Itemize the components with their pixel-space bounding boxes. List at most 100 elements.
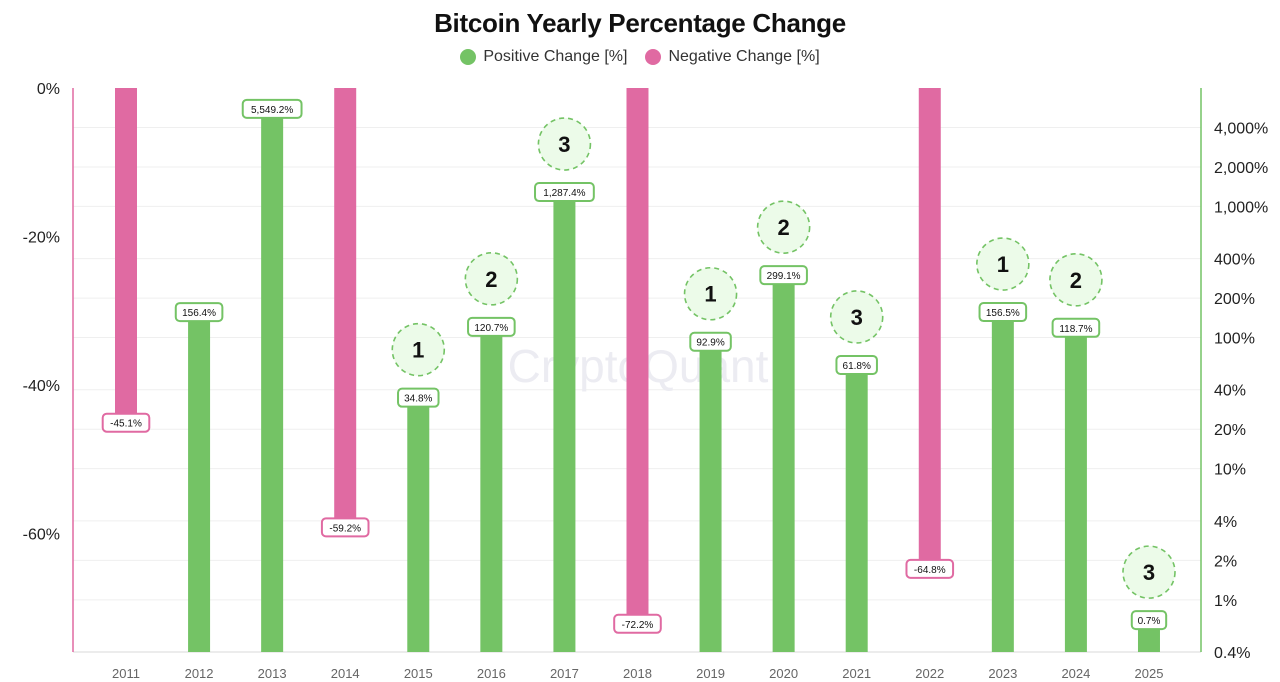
data-label: 120.7% <box>474 323 508 334</box>
legend-label-positive: Positive Change [%] <box>483 48 628 65</box>
x-tick-label: 2023 <box>988 666 1017 681</box>
bar-positive <box>480 326 503 652</box>
chart-title: Bitcoin Yearly Percentage Change <box>434 8 846 38</box>
cycle-marker-label: 3 <box>558 132 570 157</box>
data-label-box <box>1051 317 1101 338</box>
bar-positive <box>407 397 430 652</box>
bar-positive <box>553 192 576 652</box>
right-tick-label: 20% <box>1214 422 1246 439</box>
data-label: 34.8% <box>404 394 432 405</box>
cycle-marker-label: 3 <box>851 305 863 330</box>
data-label: 156.5% <box>986 308 1020 319</box>
data-label: 61.8% <box>843 361 871 372</box>
data-label-box <box>101 412 151 433</box>
data-label-box <box>534 182 595 203</box>
left-tick-label: -60% <box>23 526 60 543</box>
cycle-marker-circle <box>1122 545 1176 599</box>
right-tick-label: 1% <box>1214 593 1237 610</box>
data-label: 1,287.4% <box>543 188 585 199</box>
x-tick-label: 2013 <box>258 666 287 681</box>
left-tick-label: -40% <box>23 378 60 395</box>
x-tick-label: 2022 <box>915 666 944 681</box>
data-label-box <box>174 302 224 323</box>
cycle-marker-label: 2 <box>1070 268 1082 293</box>
right-tick-label: 40% <box>1214 383 1246 400</box>
right-tick-label: 0.4% <box>1214 645 1250 662</box>
legend: Positive Change [%] Negative Change [%] <box>0 48 1280 66</box>
cycle-marker-circle <box>683 266 738 321</box>
data-label: 5,549.2% <box>251 105 293 116</box>
data-label-box <box>613 613 662 634</box>
data-label: -59.2% <box>329 523 361 534</box>
data-label: 92.9% <box>696 338 724 349</box>
bar-positive <box>188 312 211 652</box>
cycle-marker-label: 2 <box>485 267 497 292</box>
data-label: 0.7% <box>1138 616 1161 627</box>
bar-negative <box>334 88 357 528</box>
cycle-marker-circle <box>1049 252 1103 307</box>
cycle-marker-label: 2 <box>778 215 790 240</box>
right-tick-label: 4% <box>1214 514 1237 531</box>
data-label-box <box>759 265 808 286</box>
data-label: 118.7% <box>1059 324 1092 335</box>
cycle-marker-circle <box>756 200 811 254</box>
legend-label-negative: Negative Change [%] <box>668 48 820 65</box>
bar-positive <box>991 312 1014 652</box>
data-label: 299.1% <box>767 271 801 282</box>
cycle-marker-label: 3 <box>1143 560 1155 585</box>
data-label-box <box>978 302 1028 323</box>
legend-swatch-positive <box>460 49 477 65</box>
bar-positive <box>845 364 868 652</box>
x-tick-label: 2016 <box>477 666 506 681</box>
x-tick-label: 2014 <box>331 666 360 681</box>
x-tick-label: 2019 <box>696 666 725 681</box>
x-tick-label: 2011 <box>112 666 140 681</box>
data-label-box <box>241 98 303 119</box>
bar-negative <box>918 88 941 569</box>
data-label-box <box>1130 610 1168 631</box>
data-label: -72.2% <box>622 620 654 631</box>
x-tick-label: 2012 <box>185 666 214 681</box>
right-tick-label: 400% <box>1214 252 1255 269</box>
cycle-marker-label: 1 <box>704 282 716 307</box>
data-label-box <box>905 558 955 579</box>
x-tick-label: 2024 <box>1061 666 1090 681</box>
x-tick-label: 2025 <box>1135 666 1164 681</box>
x-tick-label: 2021 <box>842 666 871 681</box>
bar-negative <box>115 88 137 423</box>
right-tick-label: 10% <box>1214 462 1246 479</box>
legend-item-positive[interactable]: Positive Change [%] <box>460 48 627 66</box>
cycle-marker-circle <box>537 117 592 171</box>
cycle-marker-circle <box>464 252 519 306</box>
bar-positive <box>772 275 795 652</box>
legend-swatch-negative <box>645 49 662 65</box>
data-label: -64.8% <box>914 565 946 576</box>
left-tick-label: -20% <box>23 229 60 246</box>
right-tick-label: 1,000% <box>1214 199 1268 216</box>
data-label-box <box>320 517 370 538</box>
x-tick-label: 2015 <box>404 666 433 681</box>
right-tick-label: 4,000% <box>1214 120 1268 137</box>
cycle-marker-circle <box>976 237 1030 291</box>
data-label-box <box>397 387 440 408</box>
right-tick-label: 100% <box>1214 331 1255 348</box>
bar-positive <box>699 341 722 652</box>
bar-negative <box>626 88 649 624</box>
x-tick-label: 2020 <box>769 666 798 681</box>
data-label-box <box>689 331 732 352</box>
cycle-marker-label: 1 <box>997 252 1009 277</box>
data-label-box <box>467 316 516 337</box>
left-tick-label: 0% <box>37 81 60 98</box>
right-tick-label: 200% <box>1214 291 1255 308</box>
legend-item-negative[interactable]: Negative Change [%] <box>645 48 820 66</box>
cycle-marker-label: 1 <box>412 338 424 363</box>
bar-positive <box>261 108 284 652</box>
right-tick-label: 2% <box>1214 553 1237 570</box>
cycle-marker-circle <box>829 290 884 344</box>
data-label-box <box>835 354 878 375</box>
bar-positive <box>1064 327 1087 652</box>
cycle-marker-circle <box>391 322 446 377</box>
x-tick-label: 2017 <box>550 666 579 681</box>
right-tick-label: 2,000% <box>1214 160 1268 177</box>
